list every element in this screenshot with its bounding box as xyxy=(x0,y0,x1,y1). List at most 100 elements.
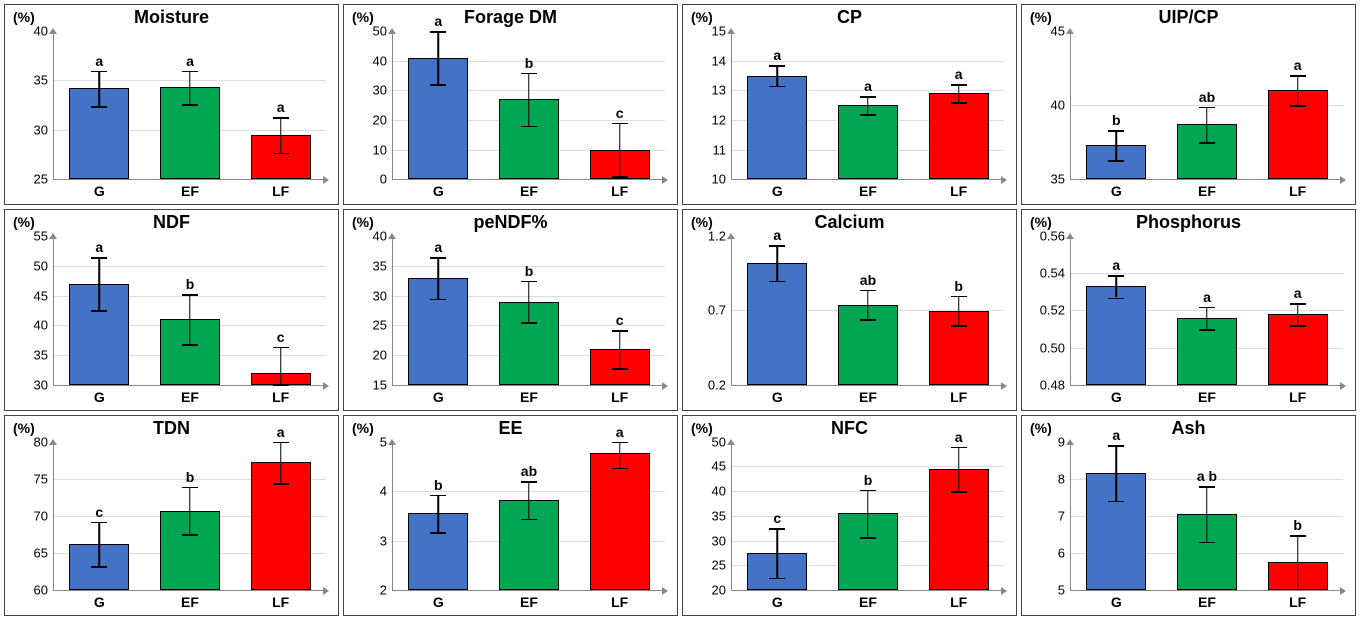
error-bar xyxy=(1206,107,1208,143)
x-tick-label: EF xyxy=(859,389,877,405)
error-cap xyxy=(273,153,289,155)
significance-label: a xyxy=(434,239,442,255)
y-tick-label: 25 xyxy=(373,318,387,333)
bars-container: cGbEFaLF xyxy=(732,442,1004,590)
error-bar xyxy=(99,257,101,310)
error-bar xyxy=(528,481,530,519)
bar-wrap: aLF xyxy=(1268,31,1328,179)
error-bar xyxy=(958,296,960,326)
error-cap xyxy=(860,537,876,539)
chart-panel: NDF(%)303540455055aGbEFcLF xyxy=(4,209,339,410)
y-tick-label: 11 xyxy=(713,142,727,157)
y-tick-label: 0.50 xyxy=(1040,340,1065,355)
x-tick-label: LF xyxy=(611,389,628,405)
significance-label: b xyxy=(1112,112,1121,128)
significance-label: a xyxy=(1294,57,1302,73)
bars-container: bGabEFaLF xyxy=(1071,31,1343,179)
y-tick-label: 0.2 xyxy=(708,377,726,392)
significance-label: a xyxy=(955,66,963,82)
x-tick-label: LF xyxy=(1289,389,1306,405)
chart-panel: NFC(%)20253035404550cGbEFaLF xyxy=(682,415,1017,616)
y-axis-label: (%) xyxy=(691,9,713,25)
significance-label: c xyxy=(277,329,285,345)
x-tick-label: G xyxy=(433,389,444,405)
panel-title: Phosphorus xyxy=(1022,212,1355,233)
plot-area: 354045bGabEFaLF xyxy=(1070,31,1343,180)
y-tick-label: 50 xyxy=(34,258,48,273)
x-tick-label: LF xyxy=(950,594,967,610)
y-tick-label: 35 xyxy=(1051,172,1065,187)
y-tick-label: 0.48 xyxy=(1040,377,1065,392)
error-cap xyxy=(1290,325,1306,327)
y-tick-label: 14 xyxy=(712,53,726,68)
bar-wrap: aG xyxy=(747,236,807,384)
bars-container: aGbEFcLF xyxy=(54,236,326,384)
error-bar xyxy=(99,522,101,566)
y-tick-label: 0.7 xyxy=(708,303,726,318)
y-tick-label: 45 xyxy=(712,459,726,474)
y-tick-label: 30 xyxy=(34,377,48,392)
error-cap xyxy=(91,71,107,73)
error-cap xyxy=(951,102,967,104)
error-bar xyxy=(619,442,621,468)
y-tick-label: 45 xyxy=(1051,24,1065,39)
significance-label: c xyxy=(773,510,781,526)
bar-wrap: aLF xyxy=(251,442,311,590)
significance-label: a xyxy=(1112,257,1120,273)
x-tick-label: EF xyxy=(859,183,877,199)
y-tick-label: 4 xyxy=(380,484,387,499)
significance-label: a xyxy=(616,424,624,440)
plot-area: 152025303540aGbEFcLF xyxy=(392,236,665,385)
error-cap xyxy=(769,245,785,247)
bar-wrap: bEF xyxy=(499,236,559,384)
error-bar xyxy=(777,65,779,86)
bar xyxy=(590,453,650,590)
significance-label: a xyxy=(277,99,285,115)
y-tick-label: 40 xyxy=(1051,98,1065,113)
x-tick-label: LF xyxy=(272,183,289,199)
significance-label: a b xyxy=(1197,468,1217,484)
error-cap xyxy=(273,347,289,349)
bars-container: aGabEFbLF xyxy=(732,236,1004,384)
chart-panel: Moisture(%)25303540aGaEFaLF xyxy=(4,4,339,205)
y-axis-label: (%) xyxy=(1030,420,1052,436)
y-axis-label: (%) xyxy=(352,9,374,25)
error-bar xyxy=(1116,130,1118,160)
significance-label: a xyxy=(95,239,103,255)
bar-wrap: bEF xyxy=(838,442,898,590)
panel-title: EE xyxy=(344,418,677,439)
error-bar xyxy=(867,290,869,320)
significance-label: b xyxy=(1293,517,1302,533)
error-cap xyxy=(612,442,628,444)
significance-label: ab xyxy=(521,463,537,479)
y-tick-label: 50 xyxy=(373,24,387,39)
error-cap xyxy=(769,578,785,580)
y-tick-label: 15 xyxy=(712,24,726,39)
significance-label: a xyxy=(1294,285,1302,301)
x-tick-label: G xyxy=(1111,594,1122,610)
error-cap xyxy=(273,442,289,444)
y-axis-label: (%) xyxy=(691,420,713,436)
x-tick-label: G xyxy=(1111,183,1122,199)
y-tick-label: 9 xyxy=(1058,434,1065,449)
bar-wrap: bG xyxy=(408,442,468,590)
bar-wrap: bEF xyxy=(160,236,220,384)
bars-container: aGa bEFbLF xyxy=(1071,442,1343,590)
error-cap xyxy=(769,65,785,67)
y-tick-label: 40 xyxy=(34,24,48,39)
significance-label: c xyxy=(95,504,103,520)
error-cap xyxy=(430,532,446,534)
x-tick-label: EF xyxy=(520,183,538,199)
y-tick-label: 60 xyxy=(34,582,48,597)
plot-area: 56789aGa bEFbLF xyxy=(1070,442,1343,591)
bar-wrap: aG xyxy=(69,31,129,179)
error-cap xyxy=(430,31,446,33)
y-tick-label: 80 xyxy=(34,434,48,449)
panel-title: NDF xyxy=(5,212,338,233)
error-cap xyxy=(769,86,785,88)
y-tick-label: 20 xyxy=(712,582,726,597)
error-bar xyxy=(958,84,960,102)
y-tick-label: 5 xyxy=(380,434,387,449)
significance-label: a xyxy=(864,78,872,94)
y-tick-label: 10 xyxy=(373,142,387,157)
